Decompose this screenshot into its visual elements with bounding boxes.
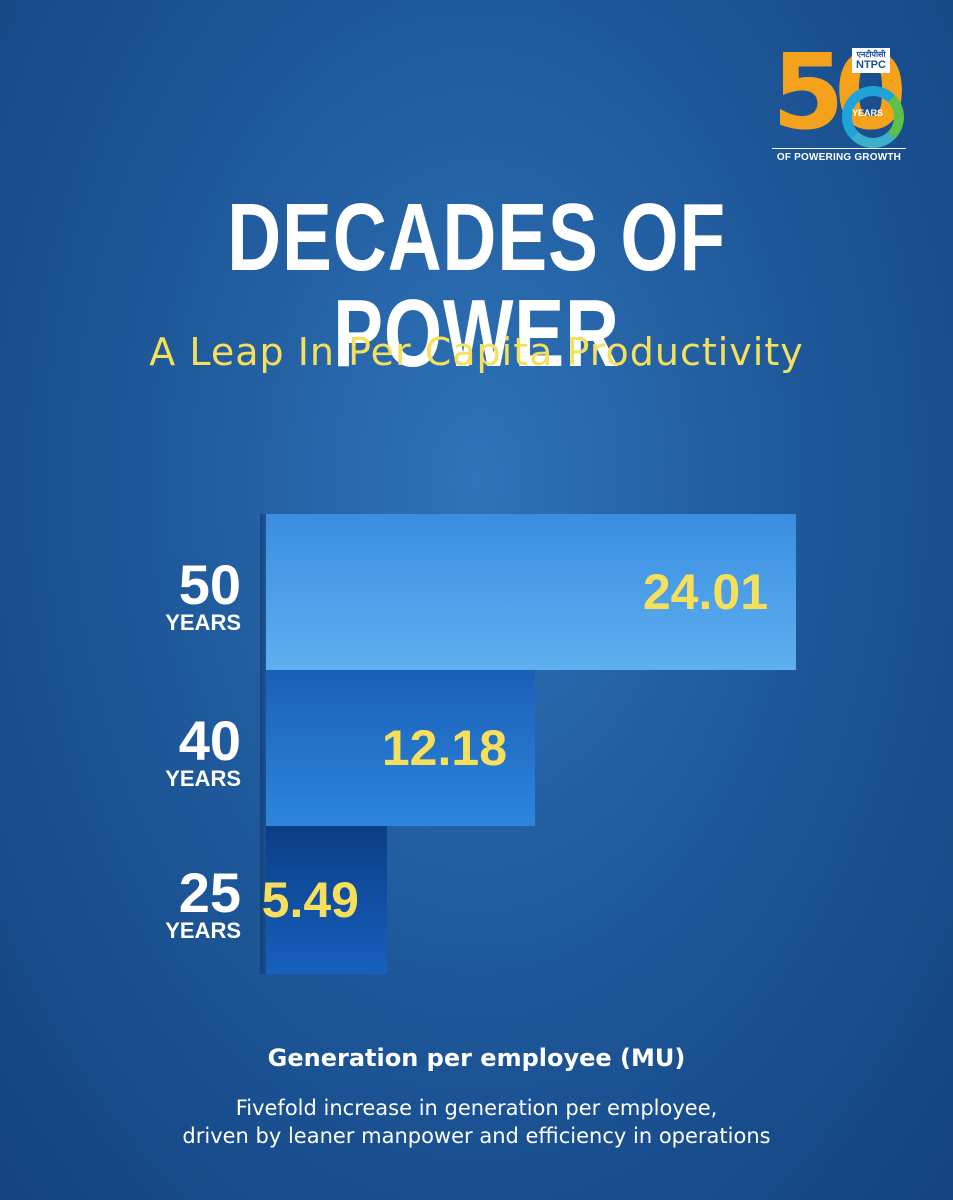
bar-shadow bbox=[260, 826, 270, 974]
bar-40-years bbox=[266, 670, 535, 826]
logo-ring-icon bbox=[842, 86, 904, 148]
category-suffix-label: YEARS bbox=[165, 610, 241, 635]
bar-value-label: 24.01 bbox=[643, 564, 768, 620]
category-label: 25 bbox=[179, 861, 241, 924]
logo-brand-hindi: एनटीपीसी bbox=[856, 50, 886, 59]
bar-25-years bbox=[266, 826, 387, 974]
category-label: 50 bbox=[179, 553, 241, 616]
logo-caption: OF POWERING GROWTH bbox=[772, 148, 906, 163]
footer-note-line-1: Fivefold increase in generation per empl… bbox=[235, 1096, 718, 1120]
bar-value-label: 5.49 bbox=[262, 872, 359, 928]
page-subtitle: A Leap In Per Capita Productivity bbox=[149, 330, 804, 374]
category-suffix-label: YEARS bbox=[165, 918, 241, 943]
footer-note-line-2: driven by leaner manpower and efficiency… bbox=[182, 1124, 771, 1148]
ntpc-50-years-logo: 50 एनटीपीसी NTPC YEARS OF POWERING GROWT… bbox=[768, 40, 908, 164]
logo-years: YEARS bbox=[852, 108, 884, 118]
page-title: DECADES OF POWER bbox=[227, 184, 726, 387]
bar-shadow bbox=[260, 514, 270, 670]
bar-shadow bbox=[260, 670, 270, 826]
category-suffix-label: YEARS bbox=[165, 766, 241, 791]
logo-brand: एनटीपीसी NTPC bbox=[852, 48, 890, 73]
logo-brand-name: NTPC bbox=[856, 59, 886, 71]
chart-axis-label: Generation per employee (MU) bbox=[267, 1044, 686, 1072]
bar-50-years bbox=[266, 514, 796, 670]
category-label: 40 bbox=[179, 709, 241, 772]
bar-value-label: 12.18 bbox=[382, 720, 507, 776]
